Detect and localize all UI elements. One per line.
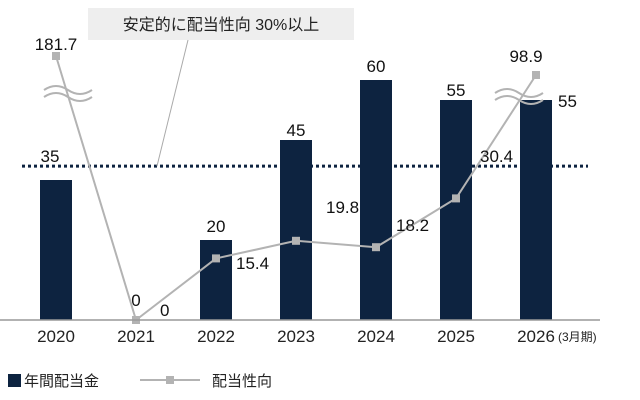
line-label-2025: 30.4 xyxy=(480,147,513,166)
legend-swatch-bars xyxy=(8,374,21,387)
break-mark-1-0 xyxy=(494,88,544,98)
x-tick-2025: 2025 xyxy=(437,327,475,346)
bar-2025 xyxy=(440,100,472,320)
line-marker-2026 xyxy=(532,71,540,79)
break-mark-0-1 xyxy=(43,92,93,102)
bar-2020 xyxy=(40,180,72,320)
line-label-2026: 98.9 xyxy=(509,47,542,66)
legend: 年間配当金 配当性向 xyxy=(8,373,272,390)
legend-label-bars: 年間配当金 xyxy=(24,373,99,390)
x-axis: 2020 2021 2022 2023 2024 2025 2026 (3月期) xyxy=(0,319,600,346)
bar-series xyxy=(40,80,552,320)
legend-label-line: 配当性向 xyxy=(212,373,272,390)
bar-label-2021: 0 xyxy=(131,291,140,310)
x-tick-2026: 2026 xyxy=(517,327,555,346)
line-marker-2025 xyxy=(452,194,460,203)
reference-callout: 安定的に配当性向 30%以上 xyxy=(88,8,354,167)
line-marker-2022 xyxy=(212,254,220,263)
line-marker-2023 xyxy=(292,236,300,245)
bar-label-2024: 60 xyxy=(367,57,386,76)
bar-2022 xyxy=(200,240,232,320)
line-label-2021: 0 xyxy=(160,301,169,320)
reference-callout-label: 安定的に配当性向 30%以上 xyxy=(123,16,319,34)
bar-label-2020: 35 xyxy=(41,147,60,166)
bar-2023 xyxy=(280,140,312,320)
legend-line-marker xyxy=(166,376,174,384)
x-tick-2023: 2023 xyxy=(277,327,315,346)
bar-2026 xyxy=(520,100,552,320)
break-mark-1-1 xyxy=(494,95,544,105)
bar-label-2023: 45 xyxy=(287,121,306,140)
bar-label-2025: 55 xyxy=(447,81,466,100)
x-tick-2024: 2024 xyxy=(357,327,395,346)
line-label-2022: 15.4 xyxy=(236,254,269,273)
line-label-2020: 181.7 xyxy=(35,35,78,54)
line-marker-2024 xyxy=(372,243,380,252)
x-tick-2022: 2022 xyxy=(197,327,235,346)
x-axis-suffix: (3月期) xyxy=(558,330,597,344)
axis-break-marks xyxy=(43,85,544,105)
x-tick-2021: 2021 xyxy=(117,327,155,346)
data-labels: 35 0 20 45 60 55 55 181.7 0 15.4 19.8 18.2 30.4 98.9 xyxy=(35,35,577,320)
bar-label-2022: 20 xyxy=(207,217,226,236)
x-tick-2020: 2020 xyxy=(37,327,75,346)
reference-callout-leader xyxy=(156,39,189,167)
line-label-2023: 19.8 xyxy=(326,198,359,217)
line-marker-2020 xyxy=(52,52,60,60)
reference-callout-box xyxy=(88,8,354,40)
bar-2024 xyxy=(360,80,392,320)
break-mark-0-0 xyxy=(43,85,93,95)
line-label-2024: 18.2 xyxy=(396,216,429,235)
bar-label-2026: 55 xyxy=(558,92,577,111)
